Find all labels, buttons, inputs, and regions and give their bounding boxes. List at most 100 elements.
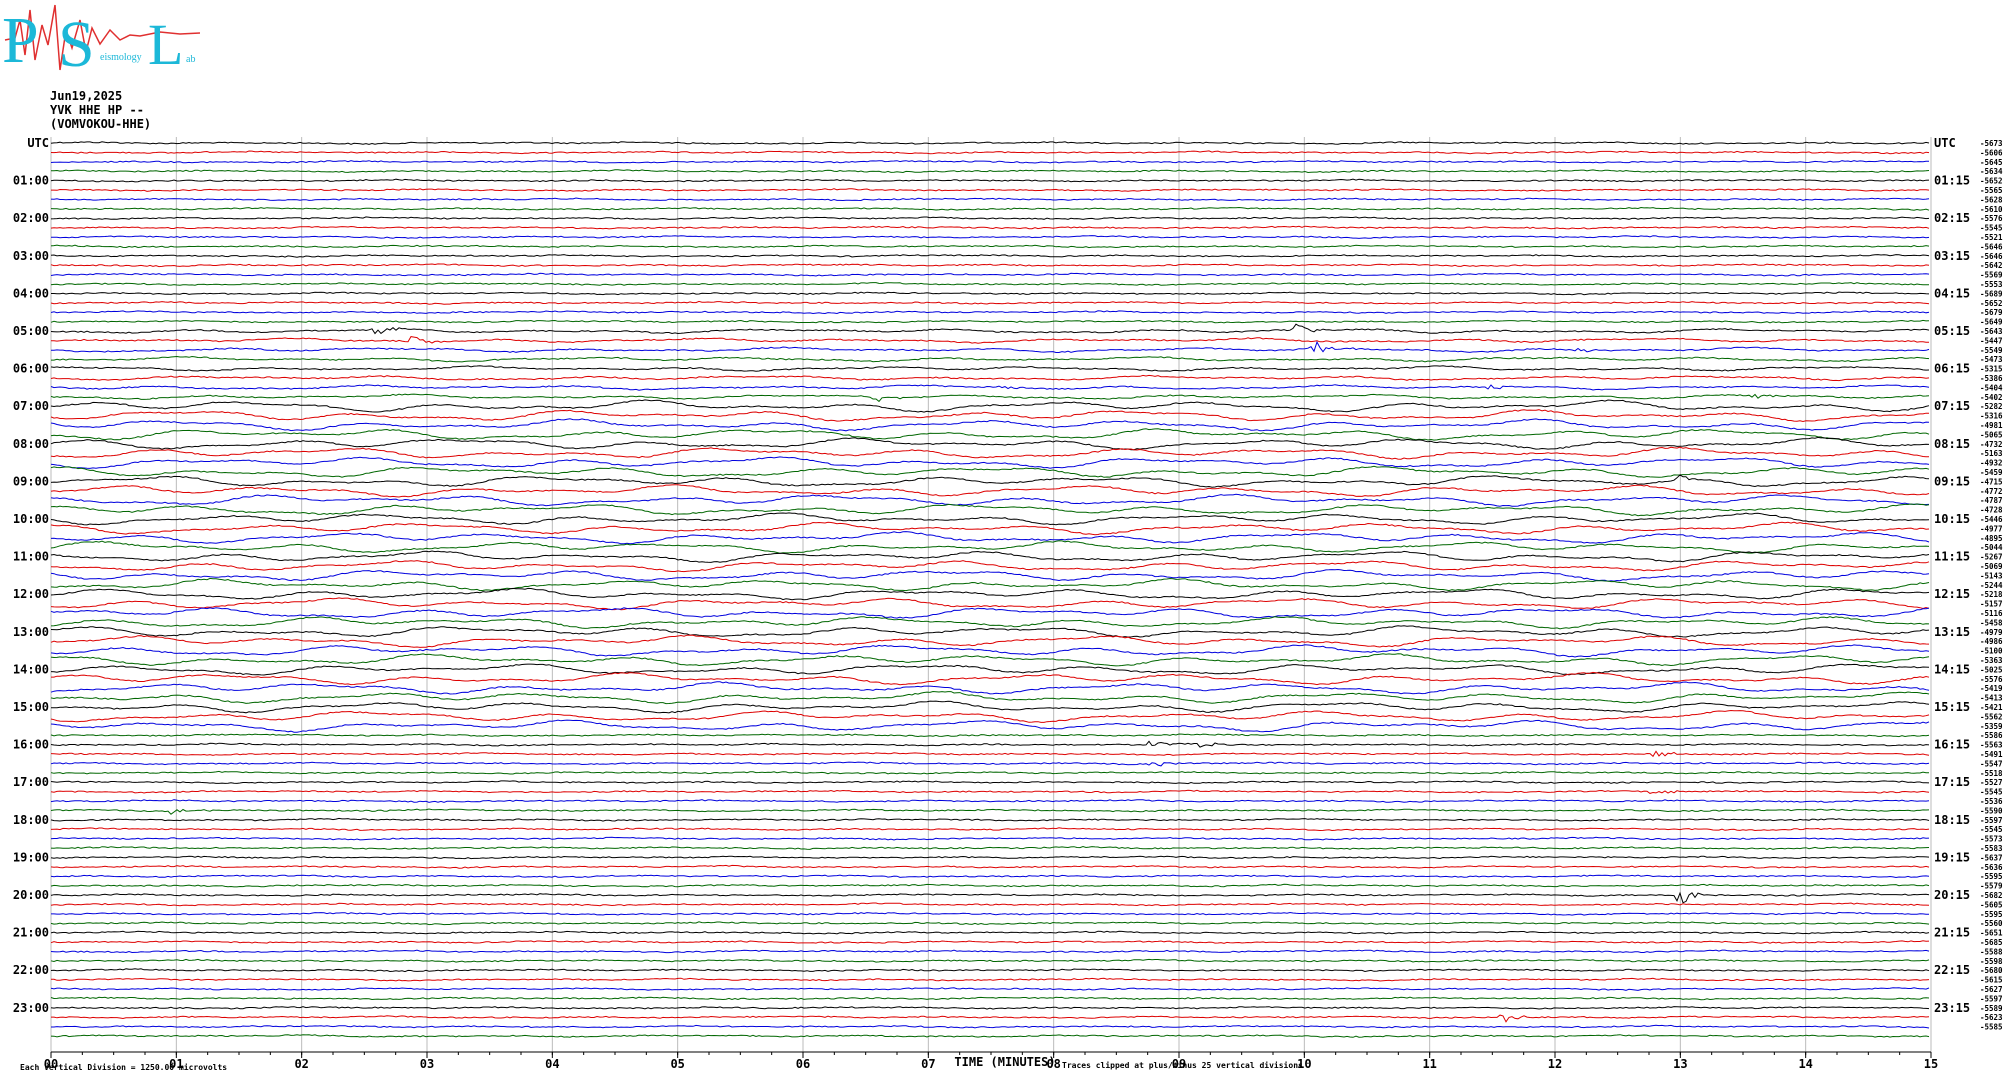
trace [50,503,1930,517]
trace [50,263,1930,268]
trace [50,282,1930,286]
row-time-label: 09:15 [1934,474,1970,488]
row-time-label: 23:15 [1934,1001,1970,1015]
row-time-label: 13:15 [1934,625,1970,639]
clip-note: Traces clipped at plus/minus 25 vertical… [1062,1060,1303,1070]
trace [51,355,1930,363]
row-offset: -5116 [1980,609,2003,618]
trace [50,789,1930,794]
row-offset: -5563 [1980,741,2003,750]
trace [50,653,1930,667]
row-offset: -5025 [1980,665,2003,674]
trace [50,310,1930,315]
trace [50,1034,1930,1038]
logo-text: eismology [100,52,142,63]
trace [50,493,1930,507]
logo-wave [4,4,201,71]
trace [50,845,1930,850]
row-time-label: 13:00 [13,625,49,639]
row-offset: -4728 [1980,506,2003,515]
trace [50,958,1930,963]
trace [50,418,1930,432]
row-time-label: 02:15 [1934,211,1970,225]
trace [50,930,1930,935]
row-time-label: 07:15 [1934,399,1970,413]
trace [50,169,1930,174]
row-time-label: 05:00 [13,324,49,338]
row-offset: -5649 [1980,318,2003,327]
row-time-label: 02:00 [13,211,49,225]
row-time-label: 16:15 [1934,738,1970,752]
row-offset: -5595 [1980,872,2003,881]
row-offset: -5569 [1980,271,2003,280]
row-time-label: 03:00 [13,249,49,263]
row-offset: -5363 [1980,656,2003,665]
row-time-label: 23:00 [13,1001,49,1015]
trace [50,1006,1930,1010]
row-offset: -5218 [1980,590,2003,599]
row-offset: -5527 [1980,778,2003,787]
row-time-label: 08:00 [13,437,49,451]
row-time-label: 11:00 [13,550,49,564]
row-time-label: 22:00 [13,963,49,977]
x-tick-label: 09 [1172,1057,1186,1071]
row-time-label: 12:15 [1934,587,1970,601]
row-time-label: 06:15 [1934,362,1970,376]
trace [50,512,1930,526]
station: (VOMVOKOU-HHE) [50,117,151,131]
row-time-label: 16:00 [13,738,49,752]
x-tick-label: 15 [1924,1057,1938,1071]
row-time-label: 09:00 [13,474,49,488]
row-offset: -5585 [1980,1023,2003,1032]
trace [50,206,1930,211]
trace [51,340,1930,353]
row-offset: -5459 [1980,468,2003,477]
row-offset: -5518 [1980,769,2003,778]
trace [50,874,1930,879]
row-offset: -4981 [1980,421,2003,430]
trace [50,921,1930,926]
trace [50,883,1930,888]
logo-letter: L [148,12,183,77]
row-offset: -5646 [1980,252,2003,261]
x-tick-label: 08 [1046,1057,1060,1071]
row-time-label: UTC [27,136,49,150]
x-tick-label: 05 [670,1057,684,1071]
trace [51,671,1930,686]
trace [50,740,1930,748]
trace [50,780,1930,785]
row-time-label: 04:15 [1934,286,1970,300]
row-offset: -5598 [1980,957,2003,966]
row-time-label: 22:15 [1934,963,1970,977]
row-offset: -4979 [1980,628,2003,637]
trace [50,940,1930,944]
trace [50,855,1930,860]
trace [50,690,1930,705]
x-tick-label: 13 [1673,1057,1687,1071]
row-offset: -5643 [1980,327,2003,336]
x-tick-label: 04 [545,1057,559,1071]
trace [50,750,1930,758]
logo-text: ab [186,54,195,65]
trace [50,272,1930,277]
row-time-label: 10:15 [1934,512,1970,526]
row-offset: -5679 [1980,308,2003,317]
row-offset: -5267 [1980,553,2003,562]
trace [50,399,1930,413]
row-offset: -5642 [1980,261,2003,270]
row-offset: -5673 [1980,139,2003,148]
row-offset: -5244 [1980,581,2003,590]
channel: YVK HHE HP -- [50,103,144,117]
row-offset: -5579 [1980,882,2003,891]
trace [50,521,1930,536]
row-offset: -4986 [1980,637,2003,646]
row-time-label: 15:15 [1934,700,1970,714]
x-tick-label: 11 [1422,1057,1436,1071]
trace [50,323,1930,335]
row-offset: -5065 [1980,430,2003,439]
row-offset: -5473 [1980,355,2003,364]
row-offset: -5636 [1980,863,2003,872]
trace [50,436,1930,451]
trace [50,393,1930,403]
trace [50,616,1930,630]
